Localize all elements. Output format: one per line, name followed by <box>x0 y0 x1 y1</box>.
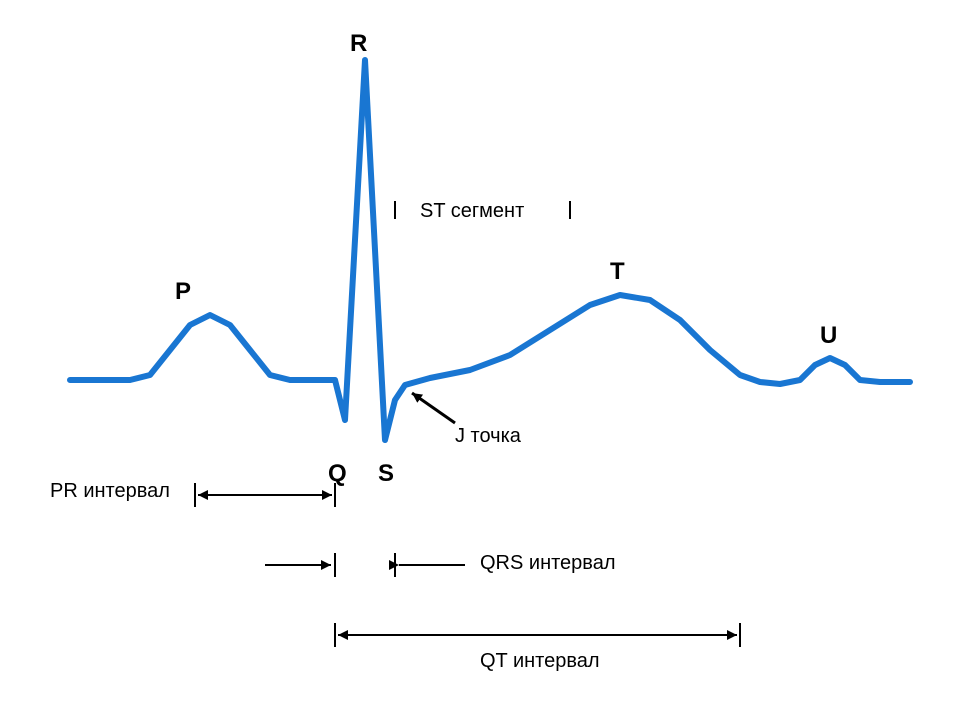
label-j-point: J точка <box>455 425 521 448</box>
label-u: U <box>820 322 837 350</box>
ecg-waveform <box>70 60 910 440</box>
label-qrs-interval: QRS интервал <box>480 552 616 575</box>
label-t: T <box>610 258 625 286</box>
j-point-arrow <box>412 393 455 423</box>
ecg-diagram <box>0 0 960 720</box>
label-s: S <box>378 460 394 488</box>
label-r: R <box>350 30 367 58</box>
label-qt-interval: QT интервал <box>480 650 600 673</box>
label-st-segment: ST сегмент <box>420 200 524 223</box>
label-q: Q <box>328 460 347 488</box>
label-pr-interval: PR интервал <box>50 480 170 503</box>
label-p: P <box>175 278 191 306</box>
